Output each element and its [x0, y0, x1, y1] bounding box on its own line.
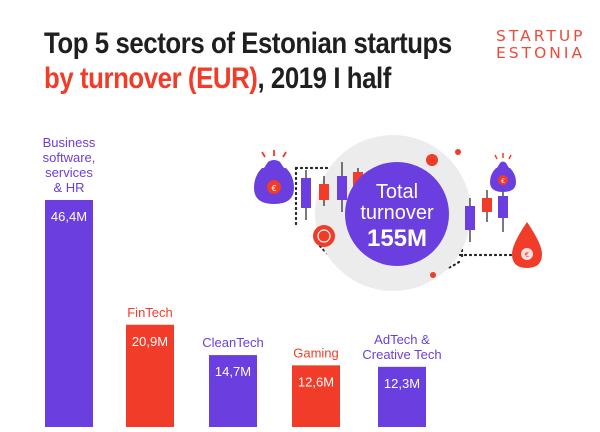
- category-label-4-0: AdTech &: [374, 332, 430, 347]
- coin-icon: [313, 225, 335, 247]
- title-rest: , 2019 I half: [257, 62, 391, 95]
- category-label-1-0: FinTech: [127, 305, 173, 320]
- coin-icon: [455, 149, 461, 155]
- bar-value-label-3: 12,6M: [298, 374, 334, 389]
- bar-3: [292, 365, 340, 427]
- bar-2: [209, 355, 257, 427]
- candlesticks-right: [465, 188, 508, 242]
- bar-value-label-0: 46,4M: [51, 209, 87, 224]
- logo-line-1: STARTUP: [496, 27, 586, 45]
- droplet-coin-icon: €: [512, 222, 542, 268]
- chart-title: Top 5 sectors of Estonian startups by tu…: [44, 26, 452, 96]
- svg-text:€: €: [525, 251, 529, 259]
- title-line-2: by turnover (EUR), 2019 I half: [44, 61, 452, 96]
- category-label-2-0: CleanTech: [202, 335, 263, 350]
- bar-value-label-1: 20,9M: [132, 334, 168, 349]
- category-label-4-1: Creative Tech: [362, 347, 441, 362]
- logo-line-2: ESTONIA: [496, 44, 586, 62]
- bar-value-label-2: 14,7M: [215, 364, 251, 379]
- total-label-line-2: turnover: [360, 202, 434, 224]
- title-line-1: Top 5 sectors of Estonian startups: [44, 27, 452, 60]
- category-label-0-3: & HR: [53, 180, 84, 195]
- startup-estonia-logo: STARTUP ESTONIA: [496, 28, 586, 62]
- title-accent: by turnover (EUR): [44, 62, 258, 95]
- total-circle: [345, 162, 449, 266]
- money-bag-left-icon: €: [254, 150, 294, 204]
- money-bag-right-icon: €: [490, 153, 516, 192]
- category-label-0-1: software,: [43, 150, 96, 165]
- category-label-0-0: Business: [43, 135, 96, 150]
- category-label-3-0: Gaming: [293, 345, 339, 360]
- total-label-line-1: Total: [376, 181, 418, 203]
- category-label-0-2: services: [45, 165, 93, 180]
- svg-text:€: €: [271, 184, 276, 193]
- coins: [313, 149, 461, 278]
- svg-text:€: €: [501, 178, 505, 185]
- bar-0: [45, 200, 93, 427]
- coin-icon: [426, 154, 438, 166]
- coin-icon: [430, 272, 436, 278]
- bar-4: [378, 366, 426, 427]
- bar-1: [126, 324, 174, 427]
- bar-value-label-4: 12,3M: [384, 376, 420, 391]
- total-value: 155M: [367, 225, 427, 252]
